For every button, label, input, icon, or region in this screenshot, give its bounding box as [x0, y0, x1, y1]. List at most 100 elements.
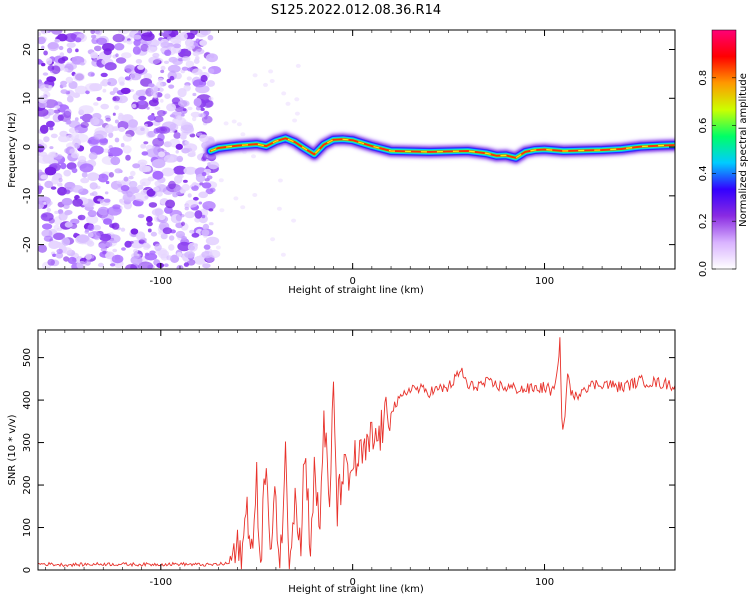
noise-speckle	[148, 56, 161, 65]
noise-speckle	[155, 126, 168, 134]
noise-speckle	[190, 111, 201, 118]
noise-speckle	[118, 127, 126, 132]
noise-speckle	[180, 133, 187, 140]
noise-speckle	[111, 222, 120, 230]
noise-speckle	[87, 71, 95, 77]
noise-speckle	[121, 247, 126, 251]
noise-speckle	[66, 47, 72, 54]
x-tick-label: 100	[535, 577, 554, 588]
noise-speckle	[285, 101, 291, 106]
noise-speckle	[146, 216, 153, 223]
noise-speckle	[91, 34, 97, 39]
noise-speckle	[170, 254, 180, 263]
y-tick-label: -10	[22, 188, 33, 204]
noise-speckle	[54, 210, 59, 214]
noise-speckle	[38, 169, 43, 175]
noise-speckle	[100, 103, 109, 110]
noise-speckle	[133, 39, 141, 46]
noise-speckle	[161, 167, 175, 177]
noise-speckle	[294, 111, 300, 116]
noise-speckle	[263, 82, 268, 87]
noise-speckle	[166, 255, 173, 261]
noise-speckle	[114, 105, 120, 110]
noise-speckle	[208, 208, 214, 212]
noise-speckle	[191, 151, 196, 155]
noise-speckle	[75, 129, 79, 133]
noise-speckle	[144, 123, 148, 127]
noise-speckle	[206, 53, 218, 63]
noise-speckle	[102, 88, 107, 93]
noise-speckle	[231, 119, 237, 124]
noise-speckle	[201, 229, 210, 237]
noise-speckle	[38, 155, 53, 164]
noise-speckle	[53, 232, 66, 240]
noise-speckle	[38, 244, 47, 253]
noise-speckle	[93, 232, 101, 241]
noise-speckle	[138, 100, 146, 106]
noise-speckle	[120, 143, 125, 148]
noise-speckle	[223, 121, 229, 126]
noise-speckle	[103, 148, 110, 153]
noise-speckle	[176, 252, 183, 257]
noise-speckle	[60, 162, 67, 170]
noise-speckle	[183, 166, 197, 175]
noise-speckle	[57, 33, 68, 42]
noise-speckle	[73, 72, 85, 82]
noise-speckle	[206, 172, 210, 176]
noise-speckle	[105, 251, 115, 260]
noise-speckle	[209, 187, 216, 193]
noise-speckle	[141, 151, 149, 156]
signal-ridge	[202, 130, 675, 166]
noise-speckle	[172, 116, 187, 127]
noise-speckle	[51, 65, 61, 74]
noise-speckle	[80, 177, 90, 184]
noise-speckle	[138, 165, 151, 173]
noise-speckle	[58, 45, 64, 51]
noise-speckle	[129, 72, 142, 81]
noise-speckle	[140, 44, 149, 52]
noise-speckle	[84, 259, 91, 266]
noise-speckle	[47, 41, 60, 52]
noise-speckle	[140, 189, 149, 195]
noise-speckle	[193, 58, 200, 64]
snr-plot-area	[38, 330, 675, 570]
noise-speckle	[58, 177, 63, 183]
noise-speckle	[70, 218, 80, 225]
noise-speckle	[112, 248, 118, 253]
noise-speckle	[75, 48, 79, 53]
noise-speckle	[191, 185, 199, 191]
noise-speckle	[43, 235, 53, 242]
noise-speckle	[203, 168, 212, 174]
noise-speckle	[103, 218, 113, 225]
noise-speckle	[61, 197, 73, 206]
noise-speckle	[268, 69, 274, 74]
noise-speckle	[147, 130, 156, 138]
noise-speckle	[85, 228, 89, 233]
noise-speckle	[180, 189, 186, 194]
noise-speckle	[50, 69, 54, 73]
y-tick-label: 0	[22, 144, 33, 150]
noise-speckle	[175, 150, 179, 154]
noise-speckle	[132, 46, 141, 55]
noise-speckle	[52, 253, 57, 257]
noise-speckle	[98, 243, 106, 249]
noise-speckle	[93, 224, 101, 231]
noise-speckle	[143, 141, 149, 145]
noise-speckle	[107, 147, 123, 157]
noise-speckle	[157, 110, 166, 117]
noise-speckle	[120, 227, 126, 232]
noise-speckle	[63, 256, 70, 262]
noise-speckle	[194, 210, 203, 219]
colorbar-label: Normalized spectral amplitude	[738, 73, 749, 227]
noise-speckle	[199, 40, 208, 46]
noise-speckle	[87, 172, 99, 182]
x-tick-label: -100	[149, 577, 172, 588]
noise-speckle	[64, 221, 73, 228]
noise-speckle	[269, 79, 275, 83]
noise-speckle	[187, 193, 192, 198]
noise-speckle	[81, 171, 88, 178]
noise-speckle	[132, 163, 141, 169]
colorbar-tick-label: 0.8	[698, 70, 709, 86]
